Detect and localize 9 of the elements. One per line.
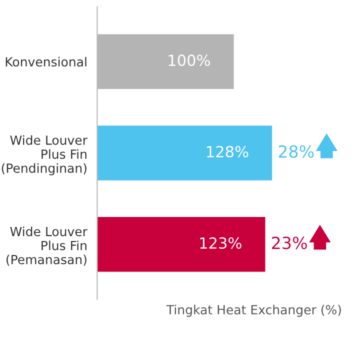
annotation: 28% [278,145,314,158]
data-label: 128% [207,146,248,158]
x-axis-title: Tingkat Heat Exchanger (%) [166,304,341,317]
data-label: 123% [200,237,242,249]
data-label: 100% [168,54,210,66]
y-tick-label: Wide Louver Plus Fin (Pemanasan) [6,226,88,266]
y-tick-label: Wide Louver Plus Fin (Pendinginan) [2,135,88,176]
annotation: 23% [272,236,307,250]
y-tick-label: Konvensional [6,56,86,67]
